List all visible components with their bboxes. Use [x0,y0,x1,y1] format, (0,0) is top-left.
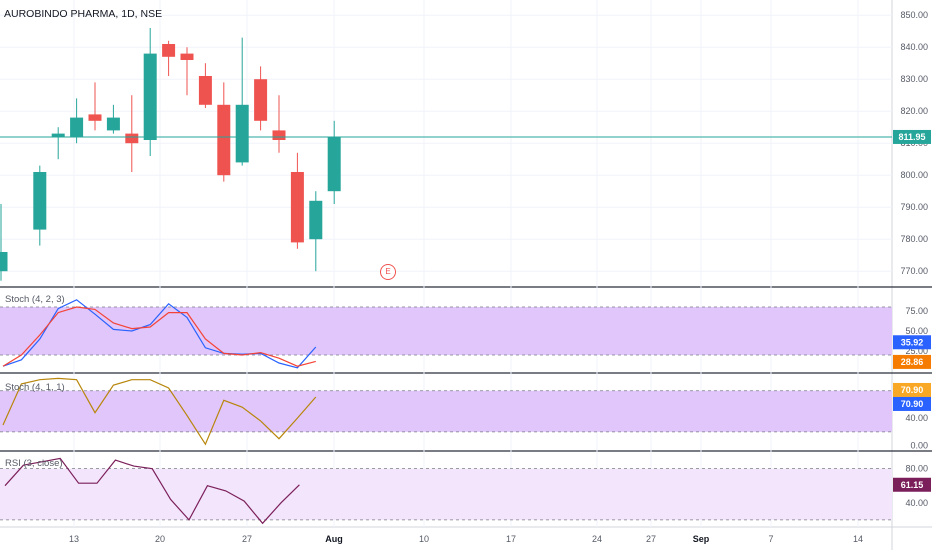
rsi-label: RSI (3, close) [5,458,63,469]
candle-body [70,117,84,137]
last-price-badge [893,129,931,144]
price-tick-label: 830.00 [900,74,928,84]
price-tick-label: 820.00 [900,106,928,116]
time-tick-label: 24 [592,534,602,544]
price-tick-label: 840.00 [900,42,928,52]
earnings-marker-icon[interactable]: E [380,264,396,280]
stoch-2-value-badge [893,382,931,397]
stoch-1-tick-label: 75.00 [905,306,928,316]
rsi-tick-label: 80.00 [905,464,928,474]
candle-body [217,104,231,176]
candle-body [125,133,139,144]
stoch-2-band [0,390,892,432]
time-tick-label: 27 [242,534,252,544]
rsi-value-badge [893,477,931,492]
rsi-value-label: 61.15 [901,480,924,490]
time-tick-label: 7 [768,534,773,544]
candle-body [180,53,194,60]
candle-body [143,53,157,140]
stoch-1-value-badge [893,354,931,369]
candle-body [254,79,268,121]
time-tick-label: 10 [419,534,429,544]
time-tick-label: 14 [853,534,863,544]
candle-body [33,172,47,230]
candle-body [309,200,323,240]
stoch-1-value-label: 35.92 [901,337,924,347]
rsi-band [0,468,892,520]
candle-body [0,252,8,272]
candle-body [272,130,286,140]
rsi-tick-label: 40.00 [905,498,928,508]
candle-body [235,104,249,163]
chart-title: AUROBINDO PHARMA, 1D, NSE [4,8,163,20]
time-tick-label: Sep [693,534,710,544]
stoch-1-series-d [2,306,316,367]
stoch-2-value-label: 70.90 [901,399,924,409]
stoch-1-band [0,307,892,355]
candle-body [88,114,102,121]
candle-body [106,117,120,131]
stoch-1-value-badge [893,335,931,350]
time-tick-label: 17 [506,534,516,544]
candle-body [198,76,212,105]
stoch-1-tick-label: 25.00 [905,346,928,356]
stoch-2-value-label: 70.90 [901,385,924,395]
time-tick-label: 13 [69,534,79,544]
stoch-1-label: Stoch (4, 2, 3) [5,294,65,305]
stoch-2-tick-label: 40.00 [905,413,928,423]
last-price-label: 811.95 [898,132,925,142]
stoch-1-series-k [2,299,317,369]
candle-body [290,172,304,243]
price-tick-label: 850.00 [900,10,928,20]
candle-body [162,44,176,57]
time-tick-label: 27 [646,534,656,544]
stoch-2-series-k [2,377,317,446]
time-tick-label: 20 [155,534,165,544]
time-tick-label: Aug [325,534,343,544]
stoch-1-tick-label: 50.00 [905,326,928,336]
stoch-2-value-badge [893,396,931,411]
price-tick-label: 770.00 [900,266,928,276]
stoch-2-tick-label: 0.00 [910,441,928,451]
candle-body [327,136,341,192]
rsi-series-rsi [4,457,300,525]
stoch-2-label: Stoch (4, 1, 1) [5,382,65,393]
price-tick-label: 790.00 [900,202,928,212]
candle-body [51,133,65,137]
price-tick-label: 780.00 [900,234,928,244]
stoch-1-value-label: 28.86 [901,357,924,367]
price-tick-label: 800.00 [900,170,928,180]
